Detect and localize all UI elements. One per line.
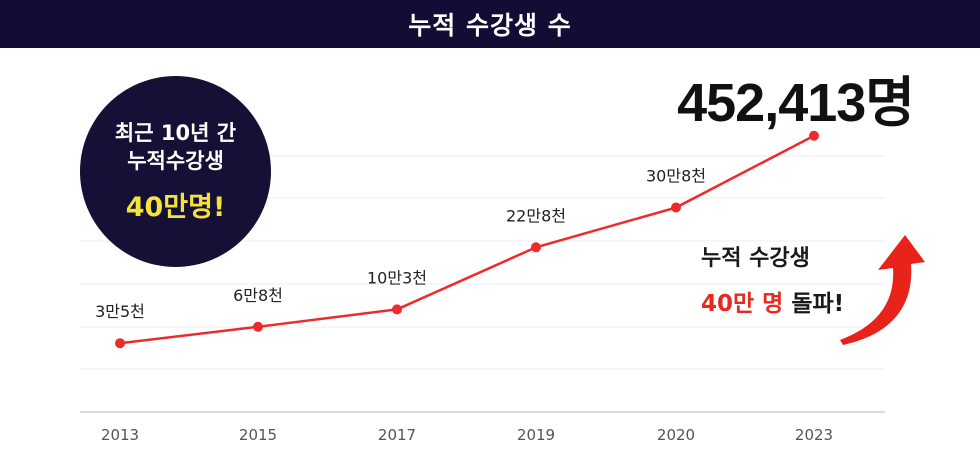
series-line [119,134,815,345]
data-label: 30만8천 [646,167,706,186]
data-label: 6만8천 [233,286,283,305]
milestone-callout: 누적 수강생 40만 명 돌파! [701,240,911,318]
callout-line-1: 누적 수강생 [701,246,810,271]
data-label: 22만8천 [506,206,566,225]
badge-line-1: 최근 10년 간 [114,121,237,145]
data-point [253,321,263,332]
header-bar: 누적 수강생 수 [0,0,980,48]
badge-highlight: 40만명! [125,192,226,223]
x-tick-label: 2015 [239,426,277,444]
summary-badge: 최근 10년 간 누적수강생 40만명! [80,76,271,267]
data-label: 3만5천 [95,302,145,321]
data-point [809,130,819,141]
total-count: 452,413명 [677,73,915,133]
page-title: 누적 수강생 수 [408,11,572,40]
x-tick-label: 2019 [517,426,555,444]
data-point [115,338,125,349]
callout-highlight: 40만 명 [701,291,784,317]
x-tick-label: 2013 [101,426,139,444]
callout-line-2: 40만 명 돌파! [701,284,911,318]
callout-suffix: 돌파! [791,291,845,317]
data-point [392,304,402,315]
data-point [531,242,541,253]
x-tick-label: 2017 [378,426,416,444]
x-tick-label: 2020 [657,426,695,444]
badge-line-2: 누적수강생 [127,149,224,173]
data-point [671,202,681,213]
data-label: 10만3천 [367,268,427,287]
x-tick-label: 2023 [795,426,833,444]
